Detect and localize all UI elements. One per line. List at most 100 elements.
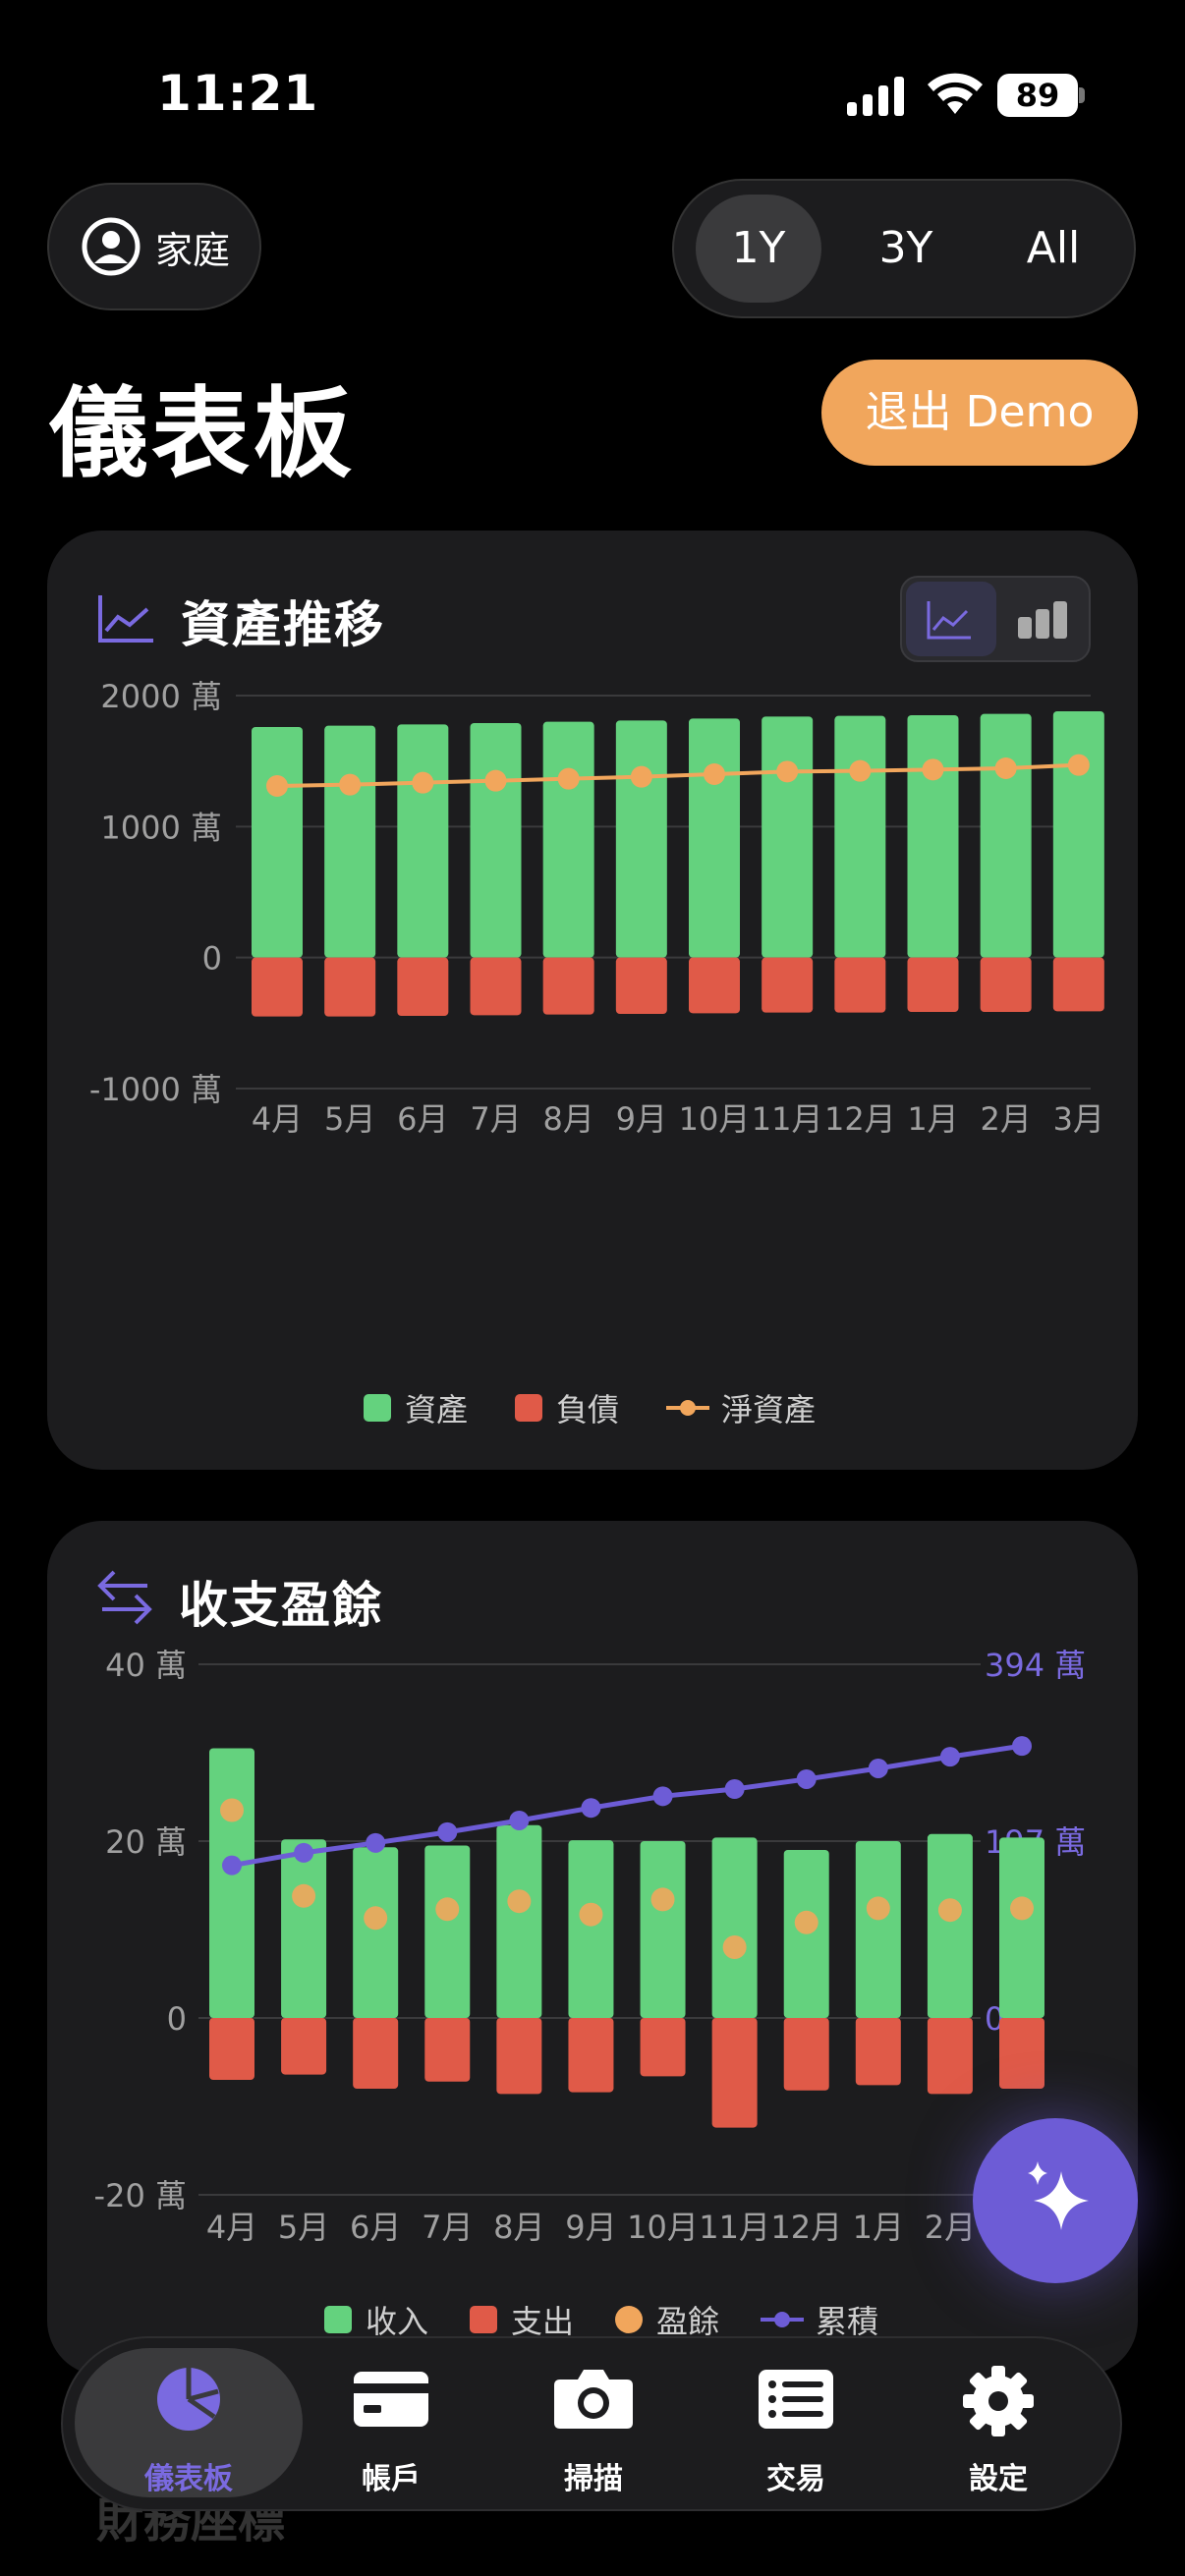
liability-bar (1052, 957, 1104, 1012)
surplus-point (937, 1898, 962, 1923)
cumulative-point (868, 1758, 888, 1778)
income-bar (927, 1833, 973, 2018)
legend-asset: 資產 (405, 1391, 469, 1428)
legend-swatch-net (666, 1400, 710, 1416)
income-bar (640, 1841, 686, 2018)
ai-assistant-button[interactable] (973, 2118, 1138, 2283)
list-icon (759, 2370, 833, 2429)
tab-settings-label: 設定 (969, 2462, 1028, 2496)
liability-bar (762, 957, 814, 1013)
cellular-signal-icon (847, 77, 904, 116)
x-tick-label: 7月 (422, 2209, 473, 2246)
surplus-point (435, 1897, 460, 1922)
liability-bar (834, 957, 886, 1013)
x-tick-label: 4月 (206, 2209, 257, 2246)
net-asset-point (1067, 754, 1090, 776)
legend-income: 收入 (366, 2303, 429, 2340)
expense-bar (209, 2018, 254, 2080)
surplus-point (220, 1798, 244, 1822)
cumulative-point (366, 1832, 386, 1853)
period-segmented-control[interactable]: 1Y 3Y All (672, 179, 1136, 318)
income-bar (353, 1847, 399, 2018)
income-bar (999, 1837, 1044, 2018)
legend-swatch-expense (470, 2306, 498, 2333)
expense-bar (424, 2018, 471, 2082)
tab-scan[interactable]: 掃描 (495, 2338, 692, 2509)
page-title: 儀表板 (49, 376, 356, 491)
net-asset-point (339, 773, 362, 796)
liability-bar (980, 957, 1032, 1012)
segment-all[interactable]: All (1026, 223, 1081, 273)
asset-bar (907, 715, 959, 958)
net-asset-point (557, 767, 580, 790)
net-asset-point (630, 765, 652, 788)
x-tick-label: 11月 (752, 1100, 823, 1138)
x-tick-label: 2月 (925, 2209, 976, 2246)
surplus-point (292, 1883, 316, 1908)
line-chart-toggle-icon[interactable] (926, 599, 973, 641)
cumulative-point (796, 1768, 817, 1789)
cumulative-point (509, 1810, 530, 1830)
expense-bar (927, 2018, 973, 2095)
tab-dashboard-label: 儀表板 (144, 2462, 233, 2496)
tab-transactions[interactable]: 交易 (698, 2338, 894, 2509)
x-tick-label: 3月 (1053, 1100, 1104, 1138)
cashflow-card-title: 收支盈餘 (179, 1577, 383, 1634)
tab-settings[interactable]: 設定 (900, 2338, 1097, 2509)
net-asset-point (776, 760, 799, 783)
x-tick-label: 10月 (679, 1100, 751, 1138)
expense-bar (640, 2018, 686, 2077)
x-tick-label: 12月 (770, 2209, 842, 2246)
tab-accounts[interactable]: 帳戶 (293, 2338, 489, 2509)
cumulative-line (231, 1743, 1023, 1869)
legend-liability: 負債 (556, 1391, 620, 1428)
expense-bar (568, 2018, 614, 2093)
income-bar (424, 1845, 471, 2018)
cumulative-point (652, 1786, 673, 1807)
income-bar (496, 1824, 542, 2018)
chart-type-toggle[interactable] (900, 576, 1091, 662)
x-tick-label: 5月 (278, 2209, 329, 2246)
profile-button[interactable]: 家庭 (47, 183, 261, 310)
cashflow-legend: 收入 支出 盈餘 累積 (324, 2297, 878, 2342)
x-tick-label: 1月 (853, 2209, 904, 2246)
asset-bar (252, 727, 303, 958)
x-tick-label: 6月 (397, 1100, 448, 1138)
asset-trend-chart: 2000 萬 1000 萬 0 -1000 萬 4月 5月 6月 7月 8月 9月 10月 11月 12… (89, 678, 1104, 1138)
person-circle-icon (82, 217, 141, 276)
tab-dashboard[interactable]: 儀表板 (90, 2338, 287, 2509)
cumulative-point (581, 1798, 601, 1819)
y-tick-label: 1000 萬 (100, 809, 222, 846)
cumulative-point (437, 1821, 458, 1842)
liability-bar (907, 957, 959, 1012)
bar-chart-toggle-icon[interactable] (1016, 597, 1071, 641)
legend-surplus: 盈餘 (656, 2303, 720, 2340)
segment-3y[interactable]: 3Y (878, 223, 933, 273)
surplus-point (1010, 1896, 1034, 1921)
surplus-point (507, 1889, 532, 1914)
tab-accounts-label: 帳戶 (362, 2462, 421, 2496)
liability-bar (324, 957, 376, 1017)
x-tick-label: 4月 (252, 1100, 303, 1138)
line-chart-icon (98, 595, 153, 643)
tab-transactions-label: 交易 (766, 2462, 825, 2496)
liability-bar (470, 957, 522, 1016)
exit-demo-button[interactable]: 退出 Demo (821, 360, 1138, 466)
cumulative-point (1012, 1736, 1032, 1757)
income-bar (711, 1837, 758, 2018)
card-icon (354, 2372, 428, 2427)
segment-1y[interactable]: 1Y (696, 195, 821, 303)
liability-bar (252, 957, 303, 1017)
expense-bar (711, 2018, 758, 2128)
cumulative-point (294, 1842, 314, 1863)
asset-bar (470, 723, 522, 958)
net-asset-line (276, 762, 1079, 788)
cumulative-point (939, 1747, 960, 1767)
net-asset-point (266, 775, 288, 797)
arrows-swap-icon (97, 1570, 152, 1625)
tab-bar: 儀表板 帳戶 掃描 交易 (61, 2336, 1122, 2511)
expense-bar (855, 2018, 901, 2086)
battery-indicator: 89 (997, 74, 1078, 117)
net-asset-point (994, 757, 1017, 779)
